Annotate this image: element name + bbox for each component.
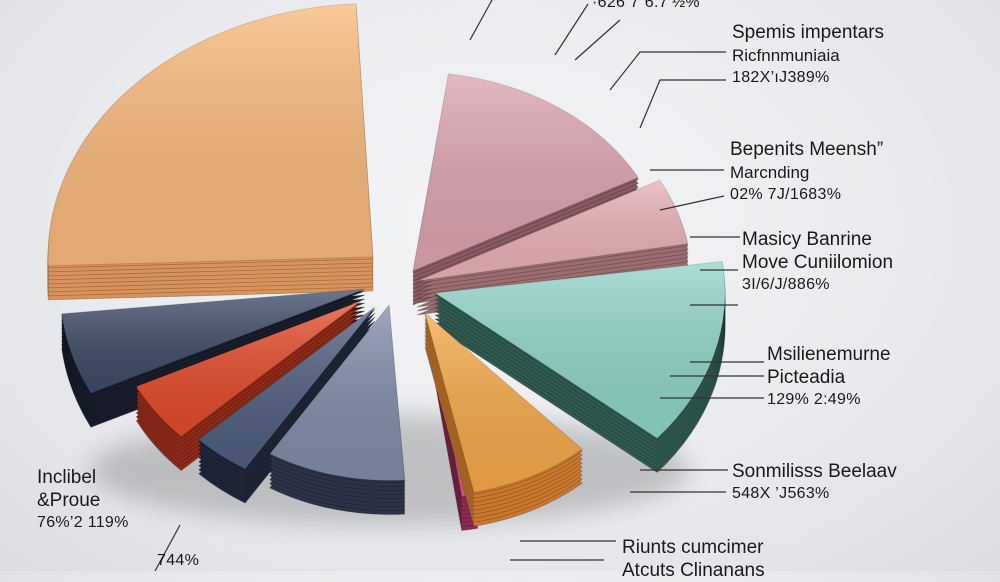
pie-slice-5 [424, 311, 584, 527]
pie-slice-10-highlight [61, 289, 365, 394]
slice-label-5-title: Sonmilisss Beelaav [732, 461, 897, 482]
slice-label-2-value: 02% 7Ј/1683% [730, 186, 842, 203]
slice-label-5-value: 548X ’Ј563% [732, 485, 830, 502]
leader-line-2 [554, 3, 589, 56]
leader-line-3 [574, 19, 621, 61]
leader-line-1 [469, 0, 493, 41]
pie-slice-3 [416, 179, 689, 316]
slice-label-7-subtitle: &Proue [37, 490, 101, 511]
pie-slice-8 [197, 306, 376, 504]
pie-slice-1 [47, 3, 374, 301]
slice-label-7-value: 76%’2 119% [37, 514, 129, 531]
slice-label-1-value: 182X’ıЈ389% [732, 69, 830, 86]
slice-label-4-subtitle: Picteadia [767, 367, 846, 388]
pie-slice-5-highlight [425, 313, 583, 493]
slice-label-5: Sonmilisss Beelaav 548X ’Ј563% [732, 460, 897, 505]
slice-label-2: Bepenits Meensh” Marcnding 02% 7Ј/1683% [730, 138, 883, 206]
leader-lines [154, 0, 764, 571]
leader-line-5 [639, 79, 726, 129]
slice-label-3: Masicy Banrine Move Cuniilomion 3І/6/Ј/8… [742, 228, 893, 296]
slice-label-7-title: Inclibel [37, 467, 97, 488]
leader-line-4 [609, 51, 726, 91]
slice-label-3-subtitle: Move Cuniilomion [742, 252, 894, 273]
slice-label-2-title: Bepenits Meensh” [730, 139, 884, 160]
slice-label-3-title: Masicy Banrine [742, 229, 872, 250]
slice-label-4-title: Msilienemurne [767, 344, 891, 365]
pie-slice-2-highlight [413, 74, 639, 272]
slice-label-7: Inclibel &Proue 76%’2 119% [37, 466, 129, 534]
leader-line-7 [659, 195, 725, 211]
pie-slice-7 [268, 303, 406, 515]
label-top-value: ·626 7”6.7’½% [592, 0, 700, 14]
pie-slice-2 [412, 73, 639, 306]
pie-slice-1-highlight [48, 3, 373, 266]
slice-label-3-value: 3І/6/Ј/886% [742, 276, 830, 293]
pie-slice-4 [433, 260, 726, 473]
slice-label-2-subtitle: Marcnding [730, 163, 810, 182]
slice-label-1-title: Spemis impentars [732, 22, 885, 43]
label-bottom-value: 744% [157, 550, 199, 572]
slice-label-4: Msilienemurne Picteadia 129% 2:49% [767, 343, 891, 411]
slice-label-1: Spemis impentars Ricfnnmuniaia 182X’ıЈ38… [732, 21, 884, 89]
pie-slice-7-highlight [269, 305, 405, 481]
pie-slice-9-highlight [136, 301, 361, 437]
pie-slice-8-highlight [198, 307, 375, 470]
slice-label-1-subtitle: Ricfnnmuniaia [732, 46, 840, 65]
pie-slices [47, 3, 726, 531]
leader-line-18 [154, 524, 181, 571]
pie-slice-4-highlight [435, 261, 725, 439]
slice-label-4-value: 129% 2:49% [767, 391, 861, 408]
pie-slice-3-highlight [417, 180, 688, 281]
slice-label-6-title: Riunts cumcimer [622, 537, 764, 558]
bottom-value-text: 744% [157, 552, 200, 569]
slice-label-6: Riunts cumcimer Atcuts Clinanans [622, 536, 765, 582]
top-value-text: ·626 7”6.7’½% [592, 0, 700, 11]
